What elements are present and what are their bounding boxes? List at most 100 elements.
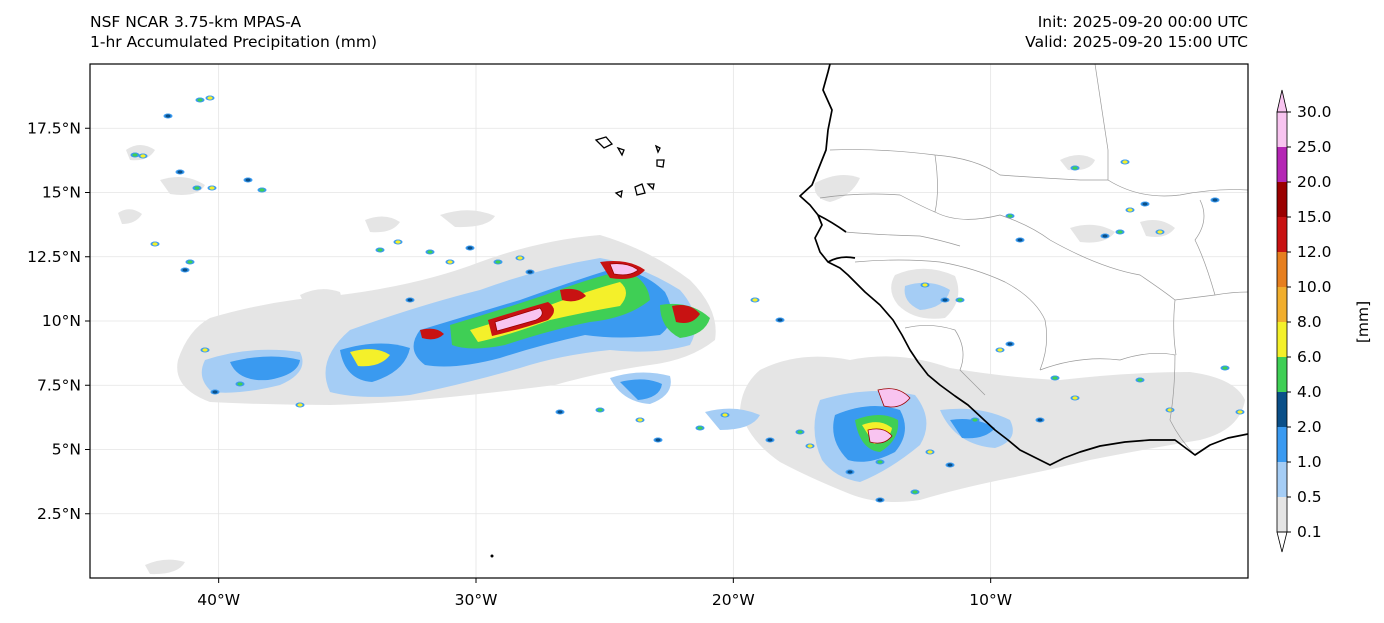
lat-tick-label: 10°N (42, 312, 81, 330)
precip-cell-core (259, 188, 265, 192)
precip-cell-core (972, 418, 978, 422)
precip-shade-patch (365, 216, 400, 233)
precip-cell-core (395, 240, 401, 244)
precip-cell-core (194, 186, 200, 190)
precip-30mm-core (877, 388, 911, 408)
precip-shade-patch (145, 559, 185, 575)
precip-extreme-cores (420, 261, 911, 444)
precip-shade-patch (440, 210, 495, 228)
precip-30mm-core (609, 263, 639, 276)
precip-cell-core (187, 260, 193, 264)
precip-cell-core (807, 444, 813, 448)
precip-cell-core (722, 413, 728, 417)
precip-cell-core (297, 403, 303, 407)
colorbar-tick-label: 8.0 (1297, 313, 1322, 331)
precip-cell-core (1222, 366, 1228, 370)
border-senegal-mali (934, 154, 1051, 241)
colorbar-swatch (1277, 357, 1287, 392)
precip-cell-core (182, 268, 188, 272)
border-senegal-gambia (819, 193, 936, 213)
lon-tick-label: 10°W (969, 591, 1012, 609)
colorbar-tick-label: 15.0 (1297, 208, 1332, 226)
lat-tick-label: 15°N (42, 184, 81, 202)
precip-cell-core (797, 430, 803, 434)
precip-cell-core (947, 463, 953, 467)
precip-cell-core (197, 98, 203, 102)
precip-cell-core (1102, 234, 1108, 238)
colorbar-swatch (1277, 462, 1287, 497)
precip-moderate-patch (904, 282, 950, 310)
coastline-estuary (827, 256, 856, 263)
field-title: 1-hr Accumulated Precipitation (mm) (90, 33, 377, 51)
lon-tick-label: 20°W (712, 591, 755, 609)
colorbar: 0.1 0.5 1.0 2.0 4.0 6.0 8.0 10.0 12.0 15.0 20.0 25.… (1276, 89, 1332, 553)
precip-cell-core (447, 260, 453, 264)
precip-30mm-core (494, 307, 543, 332)
border-burkina-niger (1194, 199, 1216, 296)
colorbar-tick-label: 2.0 (1297, 418, 1322, 436)
border-guinea-bissau (844, 231, 961, 247)
precip-cell-core (1117, 230, 1123, 234)
colorbar-extend-min (1276, 531, 1288, 553)
precip-heavy-patch (230, 356, 300, 381)
precip-moderate-patch (705, 408, 760, 430)
precip-shade-patch (1060, 155, 1095, 171)
precip-cell-core (922, 283, 928, 287)
precip-cell-core (427, 250, 433, 254)
precip-cell-core (1137, 378, 1143, 382)
precip-cell-core (1122, 160, 1128, 164)
precip-cell-core (697, 426, 703, 430)
precip-cell-core (1142, 202, 1148, 206)
border-cote-divoire (1039, 353, 1196, 456)
precip-cell-core (377, 248, 383, 252)
precip-cell-core (165, 114, 171, 118)
precip-cell-core (517, 256, 523, 260)
precip-cell-core (752, 298, 758, 302)
border-guinea-mali (854, 259, 1047, 371)
cape-verde-islands (594, 136, 665, 199)
coastline-west-africa (799, 64, 1248, 466)
precip-cell-core (527, 270, 533, 274)
island-santo-antao (594, 136, 614, 149)
colorbar-tick-label: 25.0 (1297, 138, 1332, 156)
island-sao-vicente (616, 146, 625, 157)
precip-cell-core (655, 438, 661, 442)
map-panel (90, 64, 1248, 578)
precip-cell-core (407, 298, 413, 302)
precip-shade-senegal (814, 174, 860, 202)
precip-cell-core (927, 450, 933, 454)
title-right: Init: 2025-09-20 00:00 UTC Valid: 2025-0… (1025, 12, 1248, 52)
lat-tick-label: 7.5°N (37, 376, 81, 394)
colorbar-tick-label: 0.1 (1297, 523, 1322, 541)
longitude-axis: 40°W 30°W 20°W 10°W (197, 578, 1012, 609)
lat-tick-label: 2.5°N (37, 505, 81, 523)
island-santiago (634, 183, 646, 196)
latitude-axis: 2.5°N 5°N 7.5°N 10°N 12.5°N 15°N 17.5°N (27, 119, 90, 523)
precip-cell-core (207, 96, 213, 100)
precip-cell-core (557, 410, 563, 414)
colorbar-swatch (1277, 322, 1287, 357)
precip-cell-core (1072, 166, 1078, 170)
precip-cell-core (1037, 418, 1043, 422)
colorbar-tick-label: 0.5 (1297, 488, 1322, 506)
precip-cell-core (245, 178, 251, 182)
precip-scattered-cells (130, 95, 1245, 503)
colorbar-swatch (1277, 287, 1287, 322)
country-borders (819, 64, 1248, 456)
precip-heavy-patch (950, 419, 995, 439)
lat-tick-label: 17.5°N (27, 119, 81, 137)
init-time: Init: 2025-09-20 00:00 UTC (1037, 13, 1248, 31)
precip-cell-core (1237, 410, 1243, 414)
colorbar-swatch (1277, 217, 1287, 252)
precip-cell-core (467, 246, 473, 250)
precip-cell-core (495, 260, 501, 264)
precip-shade-patch (118, 209, 142, 224)
colorbar-label: [mm] (1354, 301, 1372, 343)
precip-cell-core (877, 460, 883, 464)
precip-cell-core (957, 298, 963, 302)
precip-cell-core (767, 438, 773, 442)
colorbar-swatch (1277, 427, 1287, 462)
colorbar-tick-label: 6.0 (1297, 348, 1322, 366)
precip-cell-core (942, 298, 948, 302)
